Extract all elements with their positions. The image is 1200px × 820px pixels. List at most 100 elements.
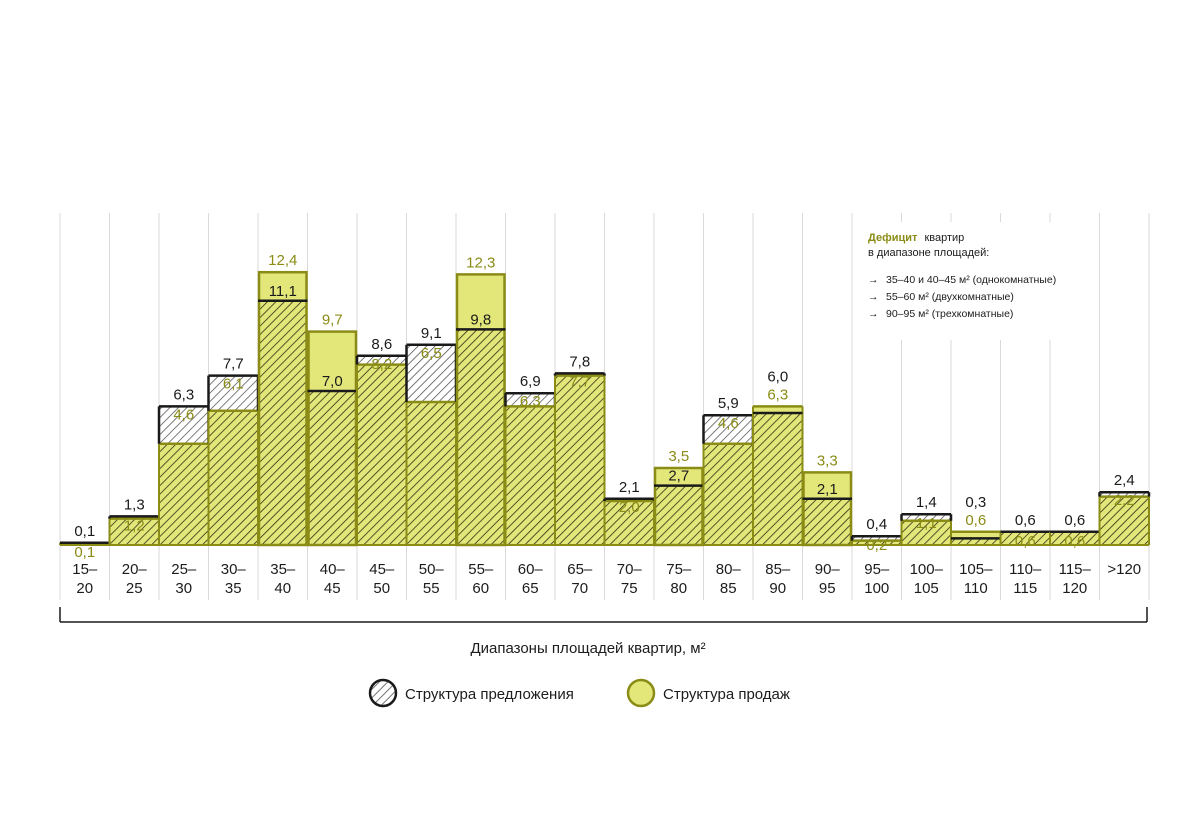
bar-overlap (159, 443, 209, 545)
bar-offer-excess (505, 393, 555, 407)
legend: Структура предложения Структура продаж (368, 678, 790, 708)
x-tick-label: 15– (72, 561, 98, 578)
label-offer-value: 6,3 (173, 386, 194, 403)
x-tick-label: 95 (819, 580, 836, 597)
x-axis-ticks: 15– 20 20– 25 25– 30 30– 35 35– 40 40– 45 45– 50 50– 55… (72, 561, 1141, 597)
label-sales-value: 6,3 (520, 393, 541, 410)
x-tick-label: 70 (571, 580, 588, 597)
note-item-1: 35–40 и 40–45 м² (однокомнатные) (886, 274, 1056, 286)
label-offer-value: 11,1 (269, 283, 297, 300)
x-tick-label: 65 (522, 580, 539, 597)
bar-overlap (654, 485, 704, 545)
x-tick-label: >120 (1107, 561, 1141, 578)
label-offer-value: 0,4 (866, 516, 887, 533)
x-tick-label: 110 (964, 580, 988, 597)
x-tick-label: 90 (769, 580, 786, 597)
label-sales-value: 4,6 (173, 406, 194, 423)
label-offer-value: 2,4 (1114, 472, 1135, 489)
x-tick-label: 60 (472, 580, 489, 597)
bar-overlap (357, 364, 407, 545)
legend-sales-swatch (626, 678, 656, 708)
label-offer-value: 5,9 (718, 395, 739, 412)
label-sales-value: 0,6 (1064, 533, 1085, 550)
bar-overlap (258, 300, 308, 545)
label-offer-value: 0,1 (74, 523, 95, 540)
bar-overlap (901, 520, 951, 545)
x-tick-label: 20 (76, 580, 93, 597)
label-sales-value: 0,6 (965, 512, 986, 529)
bar-overlap (307, 391, 357, 545)
label-offer-value: 7,7 (223, 356, 244, 373)
label-offer-value: 7,0 (322, 373, 343, 390)
label-sales-value: 1,2 (124, 517, 145, 534)
bar-overlap (109, 518, 159, 545)
x-tick-label: 30– (221, 561, 247, 578)
bar-offer-excess (357, 355, 407, 365)
label-offer-value: 0,6 (1015, 512, 1036, 529)
bar-sales-excess (951, 531, 1001, 539)
chart-marks: 0,1 0,1 1,3 1,2 6,3 4,6 7,7 6,1 11,1 12,4 7,0 9,7 8,… (59, 252, 1151, 561)
legend-offer-swatch (368, 678, 398, 708)
bar-overlap (406, 402, 456, 545)
bar-sales-excess (753, 406, 803, 413)
x-tick-label: 60– (518, 561, 544, 578)
bar-offer-excess (159, 406, 209, 444)
label-sales-value: 1,1 (916, 515, 937, 532)
label-offer-value: 2,1 (619, 479, 640, 496)
bar-overlap (456, 329, 506, 545)
x-tick-label: 100 (864, 580, 889, 597)
note-arrow-2: → (868, 291, 879, 303)
x-tick-label: 80– (716, 561, 742, 578)
x-tick-label: 120 (1062, 580, 1087, 597)
label-sales-value: 2,0 (619, 499, 640, 516)
x-tick-label: 100– (910, 561, 944, 578)
label-sales-value: 12,3 (466, 254, 495, 271)
bar-offer-excess (1099, 492, 1149, 497)
x-tick-label: 110– (1009, 561, 1042, 578)
bar-overlap (505, 406, 555, 545)
x-tick-label: 115 (1013, 580, 1037, 597)
legend-offer-label: Структура предложения (405, 686, 574, 703)
bar-overlap (555, 375, 605, 545)
label-offer-value: 8,6 (371, 336, 392, 353)
label-sales-value: 6,3 (767, 386, 788, 403)
label-offer-value: 6,0 (767, 368, 788, 385)
label-sales-value: 2,2 (1114, 492, 1135, 509)
label-offer-value: 2,1 (817, 481, 838, 498)
label-offer-value: 1,4 (916, 494, 937, 511)
label-sales-value: 7,7 (569, 373, 590, 390)
label-offer-value: 9,8 (470, 311, 491, 328)
legend-sales-label: Структура продаж (663, 686, 790, 703)
x-tick-label: 85– (765, 561, 791, 578)
note-title: Дефицит квартир (868, 232, 964, 244)
label-sales-value: 3,3 (817, 452, 838, 469)
x-tick-label: 75 (621, 580, 638, 597)
bar-sales-excess (802, 472, 852, 499)
label-sales-value: 6,5 (421, 345, 442, 362)
x-tick-label: 50 (373, 580, 390, 597)
bar-overlap (753, 413, 803, 545)
label-offer-value: 0,6 (1064, 512, 1085, 529)
x-tick-label: 65– (567, 561, 593, 578)
bar-offer-excess (703, 415, 753, 444)
x-tick-label: 25 (126, 580, 143, 597)
label-offer-value: 9,1 (421, 325, 442, 342)
bar-offer-excess (208, 375, 258, 411)
x-tick-label: 25– (171, 561, 197, 578)
bar-overlap (802, 498, 852, 545)
x-axis-title: Диапазоны площадей квартир, м² (470, 640, 705, 657)
x-tick-label: 70– (617, 561, 643, 578)
x-tick-label: 75– (666, 561, 692, 578)
deficit-note: Дефицит квартир в диапазоне площадей: → … (862, 222, 1098, 340)
bar-sales-excess (307, 331, 357, 391)
bar-sales-excess (654, 468, 704, 486)
x-tick-label: 20– (122, 561, 148, 578)
label-sales-value: 0,1 (74, 544, 95, 561)
x-tick-label: 35 (225, 580, 242, 597)
bar-offer-excess (901, 514, 951, 521)
label-offer-value: 0,3 (965, 494, 986, 511)
x-tick-label: 95– (864, 561, 890, 578)
label-sales-value: 0,6 (1015, 533, 1036, 550)
x-tick-label: 80 (670, 580, 687, 597)
note-arrow-3: → (868, 308, 879, 320)
